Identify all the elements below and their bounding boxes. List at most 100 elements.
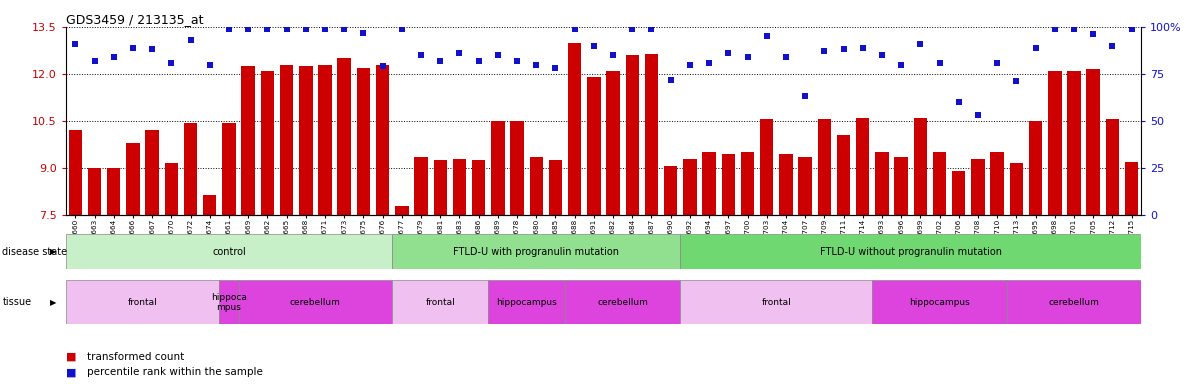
Bar bbox=[741, 152, 754, 215]
Point bbox=[277, 26, 296, 32]
Point bbox=[1007, 78, 1027, 84]
Bar bbox=[779, 154, 792, 215]
Bar bbox=[108, 168, 121, 215]
Point bbox=[508, 58, 527, 64]
Bar bbox=[318, 65, 332, 215]
Point bbox=[296, 26, 315, 32]
Point bbox=[815, 48, 834, 55]
Point bbox=[1084, 31, 1103, 38]
Bar bbox=[1006, 280, 1141, 324]
Bar bbox=[66, 280, 220, 324]
Bar bbox=[453, 159, 466, 215]
Bar bbox=[127, 143, 140, 215]
Point bbox=[373, 63, 392, 70]
Text: cerebellum: cerebellum bbox=[1048, 298, 1099, 307]
Bar bbox=[491, 121, 504, 215]
Bar bbox=[392, 280, 489, 324]
Bar bbox=[664, 166, 678, 215]
Point bbox=[1027, 45, 1046, 51]
Bar bbox=[299, 66, 313, 215]
Point bbox=[161, 60, 180, 66]
Text: ■: ■ bbox=[66, 367, 76, 377]
Point bbox=[470, 58, 489, 64]
Bar bbox=[1048, 71, 1061, 215]
Point bbox=[1065, 26, 1084, 32]
Point bbox=[758, 33, 777, 40]
Bar bbox=[146, 131, 159, 215]
Bar bbox=[87, 168, 102, 215]
Point bbox=[949, 99, 968, 105]
Point bbox=[1103, 43, 1122, 49]
Text: disease state: disease state bbox=[2, 247, 67, 257]
Point bbox=[987, 60, 1006, 66]
Bar bbox=[836, 135, 851, 215]
Point bbox=[777, 54, 796, 60]
Point bbox=[354, 30, 373, 36]
Point bbox=[853, 45, 872, 51]
Bar bbox=[356, 68, 370, 215]
Bar bbox=[1067, 71, 1080, 215]
Bar bbox=[392, 234, 680, 269]
Bar bbox=[376, 65, 390, 215]
Point bbox=[739, 54, 758, 60]
Bar bbox=[1124, 162, 1139, 215]
Bar bbox=[489, 280, 565, 324]
Bar bbox=[184, 122, 197, 215]
Bar bbox=[875, 152, 889, 215]
Point bbox=[220, 26, 239, 32]
Bar bbox=[872, 280, 1006, 324]
Bar bbox=[1010, 163, 1023, 215]
Point bbox=[642, 26, 661, 32]
Bar bbox=[914, 118, 927, 215]
Point bbox=[142, 46, 161, 53]
Bar bbox=[68, 131, 82, 215]
Bar bbox=[798, 157, 811, 215]
Bar bbox=[510, 121, 523, 215]
Bar bbox=[856, 118, 870, 215]
Bar bbox=[606, 71, 620, 215]
Bar bbox=[1086, 69, 1099, 215]
Bar bbox=[472, 160, 485, 215]
Bar bbox=[722, 154, 735, 215]
Text: cerebellum: cerebellum bbox=[290, 298, 341, 307]
Text: hippocampus: hippocampus bbox=[496, 298, 557, 307]
Point bbox=[85, 58, 104, 64]
Bar bbox=[680, 234, 1141, 269]
Bar bbox=[1029, 121, 1042, 215]
Text: transformed count: transformed count bbox=[87, 352, 184, 362]
Point bbox=[968, 112, 987, 118]
Point bbox=[104, 54, 123, 60]
Text: frontal: frontal bbox=[128, 298, 158, 307]
Bar bbox=[933, 152, 946, 215]
Point bbox=[527, 61, 546, 68]
Bar bbox=[817, 119, 831, 215]
Text: percentile rank within the sample: percentile rank within the sample bbox=[87, 367, 263, 377]
Text: control: control bbox=[212, 247, 246, 257]
Point bbox=[872, 52, 891, 58]
Bar bbox=[760, 119, 773, 215]
Point bbox=[239, 26, 258, 32]
Point bbox=[834, 46, 853, 53]
Bar bbox=[568, 43, 582, 215]
Text: ▶: ▶ bbox=[50, 298, 56, 307]
Text: GDS3459 / 213135_at: GDS3459 / 213135_at bbox=[66, 13, 203, 26]
Bar bbox=[645, 53, 658, 215]
Point bbox=[680, 61, 699, 68]
Bar bbox=[396, 206, 409, 215]
Point bbox=[623, 26, 642, 32]
Bar bbox=[565, 280, 680, 324]
Bar bbox=[222, 122, 235, 215]
Point bbox=[66, 41, 85, 47]
Text: frontal: frontal bbox=[761, 298, 791, 307]
Bar bbox=[203, 195, 216, 215]
Bar bbox=[991, 152, 1004, 215]
Point bbox=[796, 93, 815, 99]
Text: frontal: frontal bbox=[425, 298, 455, 307]
Bar bbox=[434, 160, 447, 215]
Point bbox=[489, 52, 508, 58]
Point bbox=[930, 60, 949, 66]
Point bbox=[123, 45, 142, 51]
Bar bbox=[972, 159, 985, 215]
Point bbox=[584, 43, 603, 49]
Bar bbox=[549, 160, 562, 215]
